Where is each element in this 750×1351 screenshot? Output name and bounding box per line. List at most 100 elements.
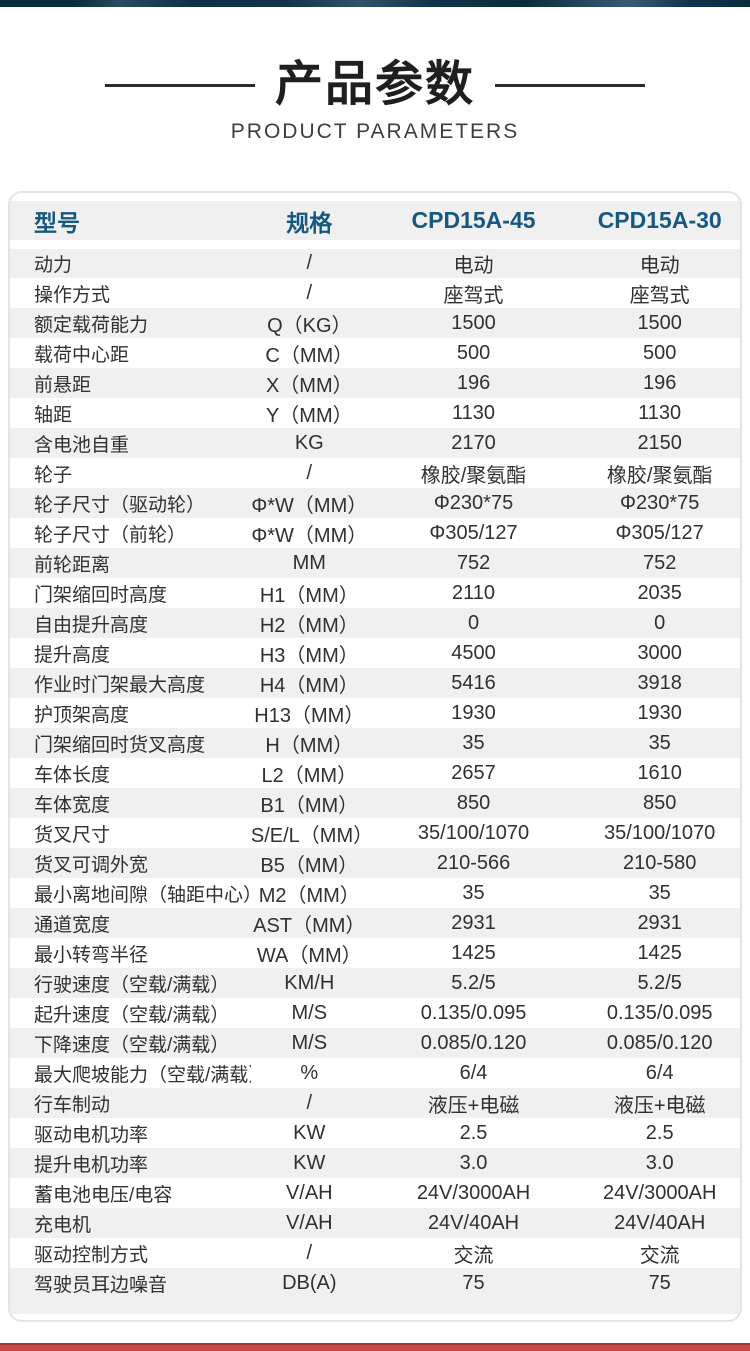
param-name-cell: 轮子 [34,464,73,486]
table-row: 前悬距 X（MM） 196 196 [10,368,740,399]
parameters-card: 型号 规格 CPD15A-45 CPD15A-30 动力 / 电动 电动 操作方… [8,190,742,1323]
value-cell-cpd15a-30: 1610 [637,761,682,784]
value-cell-cpd15a-45: 500 [456,341,491,364]
param-spec-cell: Φ*W（MM） [251,494,368,517]
value-cell-cpd15a-45: 35 [462,881,485,904]
table-row: 轮子尺寸（前轮） Φ*W（MM） Φ305/127 Φ305/127 [10,518,740,549]
value-cell-cpd15a-45: 2657 [451,761,496,784]
column-header-model: 型号 [10,200,251,250]
param-name-cell: 前悬距 [34,374,92,396]
param-spec-cell: V/AH [285,1181,333,1204]
value-cell-cpd15a-45: 1425 [451,941,496,964]
param-name-cell: 提升电机功率 [34,1154,149,1176]
value-cell-cpd15a-30: 35 [648,731,671,754]
page-title: 产品参数 [274,58,475,111]
value-cell-cpd15a-30: 液压+电磁 [613,1094,706,1117]
value-cell-cpd15a-45: 196 [456,371,491,394]
value-cell-cpd15a-30: 35/100/1070 [604,821,716,844]
value-cell-cpd15a-45: 液压+电磁 [427,1094,520,1117]
value-cell-cpd15a-30: 0 [654,611,666,634]
param-name-cell: 驱动电机功率 [34,1124,149,1146]
param-name-cell: 前轮距离 [34,554,111,576]
value-cell-cpd15a-30: 35 [648,881,671,904]
param-name-cell: 起升速度（空载/满载） [34,1004,230,1026]
param-spec-cell: V/AH [285,1211,333,1234]
value-cell-cpd15a-45: 橡胶/聚氨酯 [420,464,527,487]
value-cell-cpd15a-30: 3.0 [645,1151,674,1174]
param-spec-cell: KM/H [284,971,335,994]
table-row: 最小转弯半径 WA（MM） 1425 1425 [10,938,740,969]
param-spec-cell: H2（MM） [259,614,359,637]
value-cell-cpd15a-30: Φ230*75 [620,491,700,514]
param-spec-cell: Q（KG） [267,314,352,337]
table-row: 下降速度（空载/满载） M/S 0.085/0.120 0.085/0.120 [10,1028,740,1059]
value-cell-cpd15a-30: 5.2/5 [637,971,682,994]
value-cell-cpd15a-45: 5416 [451,671,496,694]
value-cell-cpd15a-30: 2035 [637,581,682,604]
param-name-cell: 通道宽度 [34,914,111,936]
table-row: 车体长度 L2（MM） 2657 1610 [10,758,740,789]
param-name-cell: 最大爬坡能力（空载/满载） [34,1064,251,1086]
param-spec-cell: AST（MM） [253,914,366,937]
column-header-cpd15a-30: CPD15A-30 [579,200,740,250]
param-name-cell: 驱动控制方式 [34,1244,149,1266]
bottom-red-divider-bar [0,1343,750,1351]
table-row: 驾驶员耳边噪音 DB(A) 75 75 [10,1268,740,1299]
param-name-cell: 提升高度 [34,644,111,666]
value-cell-cpd15a-30: 75 [648,1271,671,1294]
param-name-cell: 最小转弯半径 [34,944,149,966]
value-cell-cpd15a-45: 2.5 [459,1121,488,1144]
value-cell-cpd15a-30: 橡胶/聚氨酯 [606,464,713,487]
value-cell-cpd15a-30: 1930 [637,701,682,724]
value-cell-cpd15a-30: 座驾式 [629,284,690,307]
param-spec-cell: DB(A) [282,1271,337,1294]
value-cell-cpd15a-30: 2931 [637,911,682,934]
table-row: 货叉可调外宽 B5（MM） 210-566 210-580 [10,848,740,879]
table-row: 驱动电机功率 KW 2.5 2.5 [10,1118,740,1149]
table-row: 通道宽度 AST（MM） 2931 2931 [10,908,740,939]
param-name-cell: 驾驶员耳边噪音 [34,1274,168,1296]
value-cell-cpd15a-45: 75 [462,1271,485,1294]
param-spec-cell: H（MM） [265,734,354,757]
value-cell-cpd15a-30: 交流 [639,1244,680,1267]
param-name-cell: 充电机 [34,1214,92,1236]
param-name-cell: 轴距 [34,404,73,426]
param-spec-cell: MM [292,551,326,574]
card-bottom-filler [10,1298,740,1315]
param-name-cell: 蓄电池电压/电容 [34,1184,173,1206]
value-cell-cpd15a-30: 24V/3000AH [602,1181,717,1204]
param-name-cell: 额定载荷能力 [34,314,149,336]
value-cell-cpd15a-45: 1130 [452,401,496,424]
table-row: 前轮距离 MM 752 752 [10,548,740,579]
param-name-cell: 门架缩回时货叉高度 [34,734,206,756]
value-cell-cpd15a-45: 1500 [451,311,496,334]
table-row: 最小离地间隙（轴距中心） M2（MM） 35 35 [10,878,740,909]
column-header-cpd15a-45: CPD15A-45 [367,200,580,250]
value-cell-cpd15a-30: 752 [643,551,677,574]
param-spec-cell: / [306,461,313,484]
param-spec-cell: M2（MM） [258,884,360,907]
param-name-cell: 护顶架高度 [34,704,130,726]
value-cell-cpd15a-45: 0.085/0.120 [420,1031,527,1054]
table-row: 自由提升高度 H2（MM） 0 0 [10,608,740,639]
value-cell-cpd15a-45: 24V/40AH [427,1211,520,1234]
value-cell-cpd15a-30: 850 [643,791,677,814]
param-name-cell: 含电池自重 [34,434,130,456]
table-row: 护顶架高度 H13（MM） 1930 1930 [10,698,740,729]
value-cell-cpd15a-30: 0.135/0.095 [606,1001,713,1024]
table-row: 含电池自重 KG 2170 2150 [10,428,740,459]
value-cell-cpd15a-30: 3000 [637,641,682,664]
section-title-block: 产品参数 PRODUCT PARAMETERS [0,58,750,144]
param-name-cell: 载荷中心距 [34,344,130,366]
value-cell-cpd15a-45: 2170 [451,431,496,454]
table-row: 门架缩回时货叉高度 H（MM） 35 35 [10,728,740,759]
param-name-cell: 下降速度（空载/满载） [34,1034,230,1056]
table-row: 提升高度 H3（MM） 4500 3000 [10,638,740,669]
table-row: 额定载荷能力 Q（KG） 1500 1500 [10,308,740,339]
param-spec-cell: Y（MM） [265,404,353,427]
parameters-table: 型号 规格 CPD15A-45 CPD15A-30 动力 / 电动 电动 操作方… [10,200,740,1299]
table-row: 轮子尺寸（驱动轮） Φ*W（MM） Φ230*75 Φ230*75 [10,488,740,519]
param-spec-cell: KW [293,1121,326,1144]
param-name-cell: 轮子尺寸（前轮） [34,524,187,546]
value-cell-cpd15a-30: 24V/40AH [614,1211,706,1234]
